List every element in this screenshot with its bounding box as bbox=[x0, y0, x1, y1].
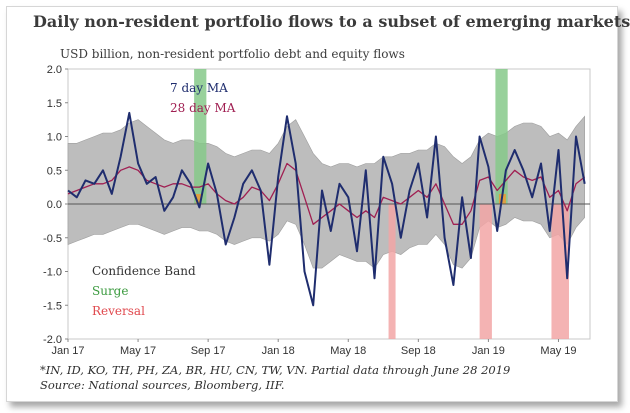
x-tick-label: Jan 17 bbox=[51, 345, 84, 357]
reversal-bar-0 bbox=[388, 204, 396, 339]
footnote-source: Source: National sources, Bloomberg, IIF… bbox=[40, 378, 285, 392]
footnote-countries: *IN, ID, KO, TH, PH, ZA, BR, HU, CN, TW,… bbox=[40, 363, 511, 377]
surge-bar-0 bbox=[194, 69, 207, 204]
surge-bar-1 bbox=[495, 69, 508, 204]
y-tick-label: 1.5 bbox=[47, 98, 62, 110]
y-tick-label: -2.0 bbox=[43, 334, 62, 346]
y-tick-label: -1.5 bbox=[43, 300, 62, 312]
reversal-bar-1 bbox=[479, 204, 492, 339]
y-tick-label: 2.0 bbox=[47, 64, 62, 76]
x-tick-label: Jan 19 bbox=[472, 345, 505, 357]
series-line-ma7 bbox=[67, 111, 586, 307]
legend-band: Confidence Band bbox=[92, 264, 196, 278]
y-tick-label: -0.5 bbox=[43, 233, 62, 245]
chart-subtitle: USD billion, non-resident portfolio debt… bbox=[60, 47, 405, 61]
x-tick-label: May 17 bbox=[120, 345, 156, 357]
y-tick-label: -1.0 bbox=[43, 267, 62, 279]
x-tick-label: May 18 bbox=[330, 345, 366, 357]
legend-reversal: Reversal bbox=[92, 304, 145, 318]
x-tick-label: Jan 18 bbox=[262, 345, 295, 357]
overlap-mark-0 bbox=[195, 194, 202, 204]
legend-surge: Surge bbox=[92, 284, 128, 298]
x-tick-label: May 19 bbox=[540, 345, 576, 357]
x-tick-label: Sep 17 bbox=[191, 345, 226, 357]
legend-ma28: 28 day MA bbox=[170, 101, 236, 115]
y-tick-label: 1.0 bbox=[47, 132, 62, 144]
x-tick-label: Sep 18 bbox=[401, 345, 436, 357]
y-tick-label: 0.5 bbox=[47, 165, 62, 177]
chart-title: Daily non-resident portfolio flows to a … bbox=[33, 12, 630, 31]
y-tick-label: 0.0 bbox=[47, 199, 62, 211]
legend-ma7: 7 day MA bbox=[170, 81, 228, 95]
